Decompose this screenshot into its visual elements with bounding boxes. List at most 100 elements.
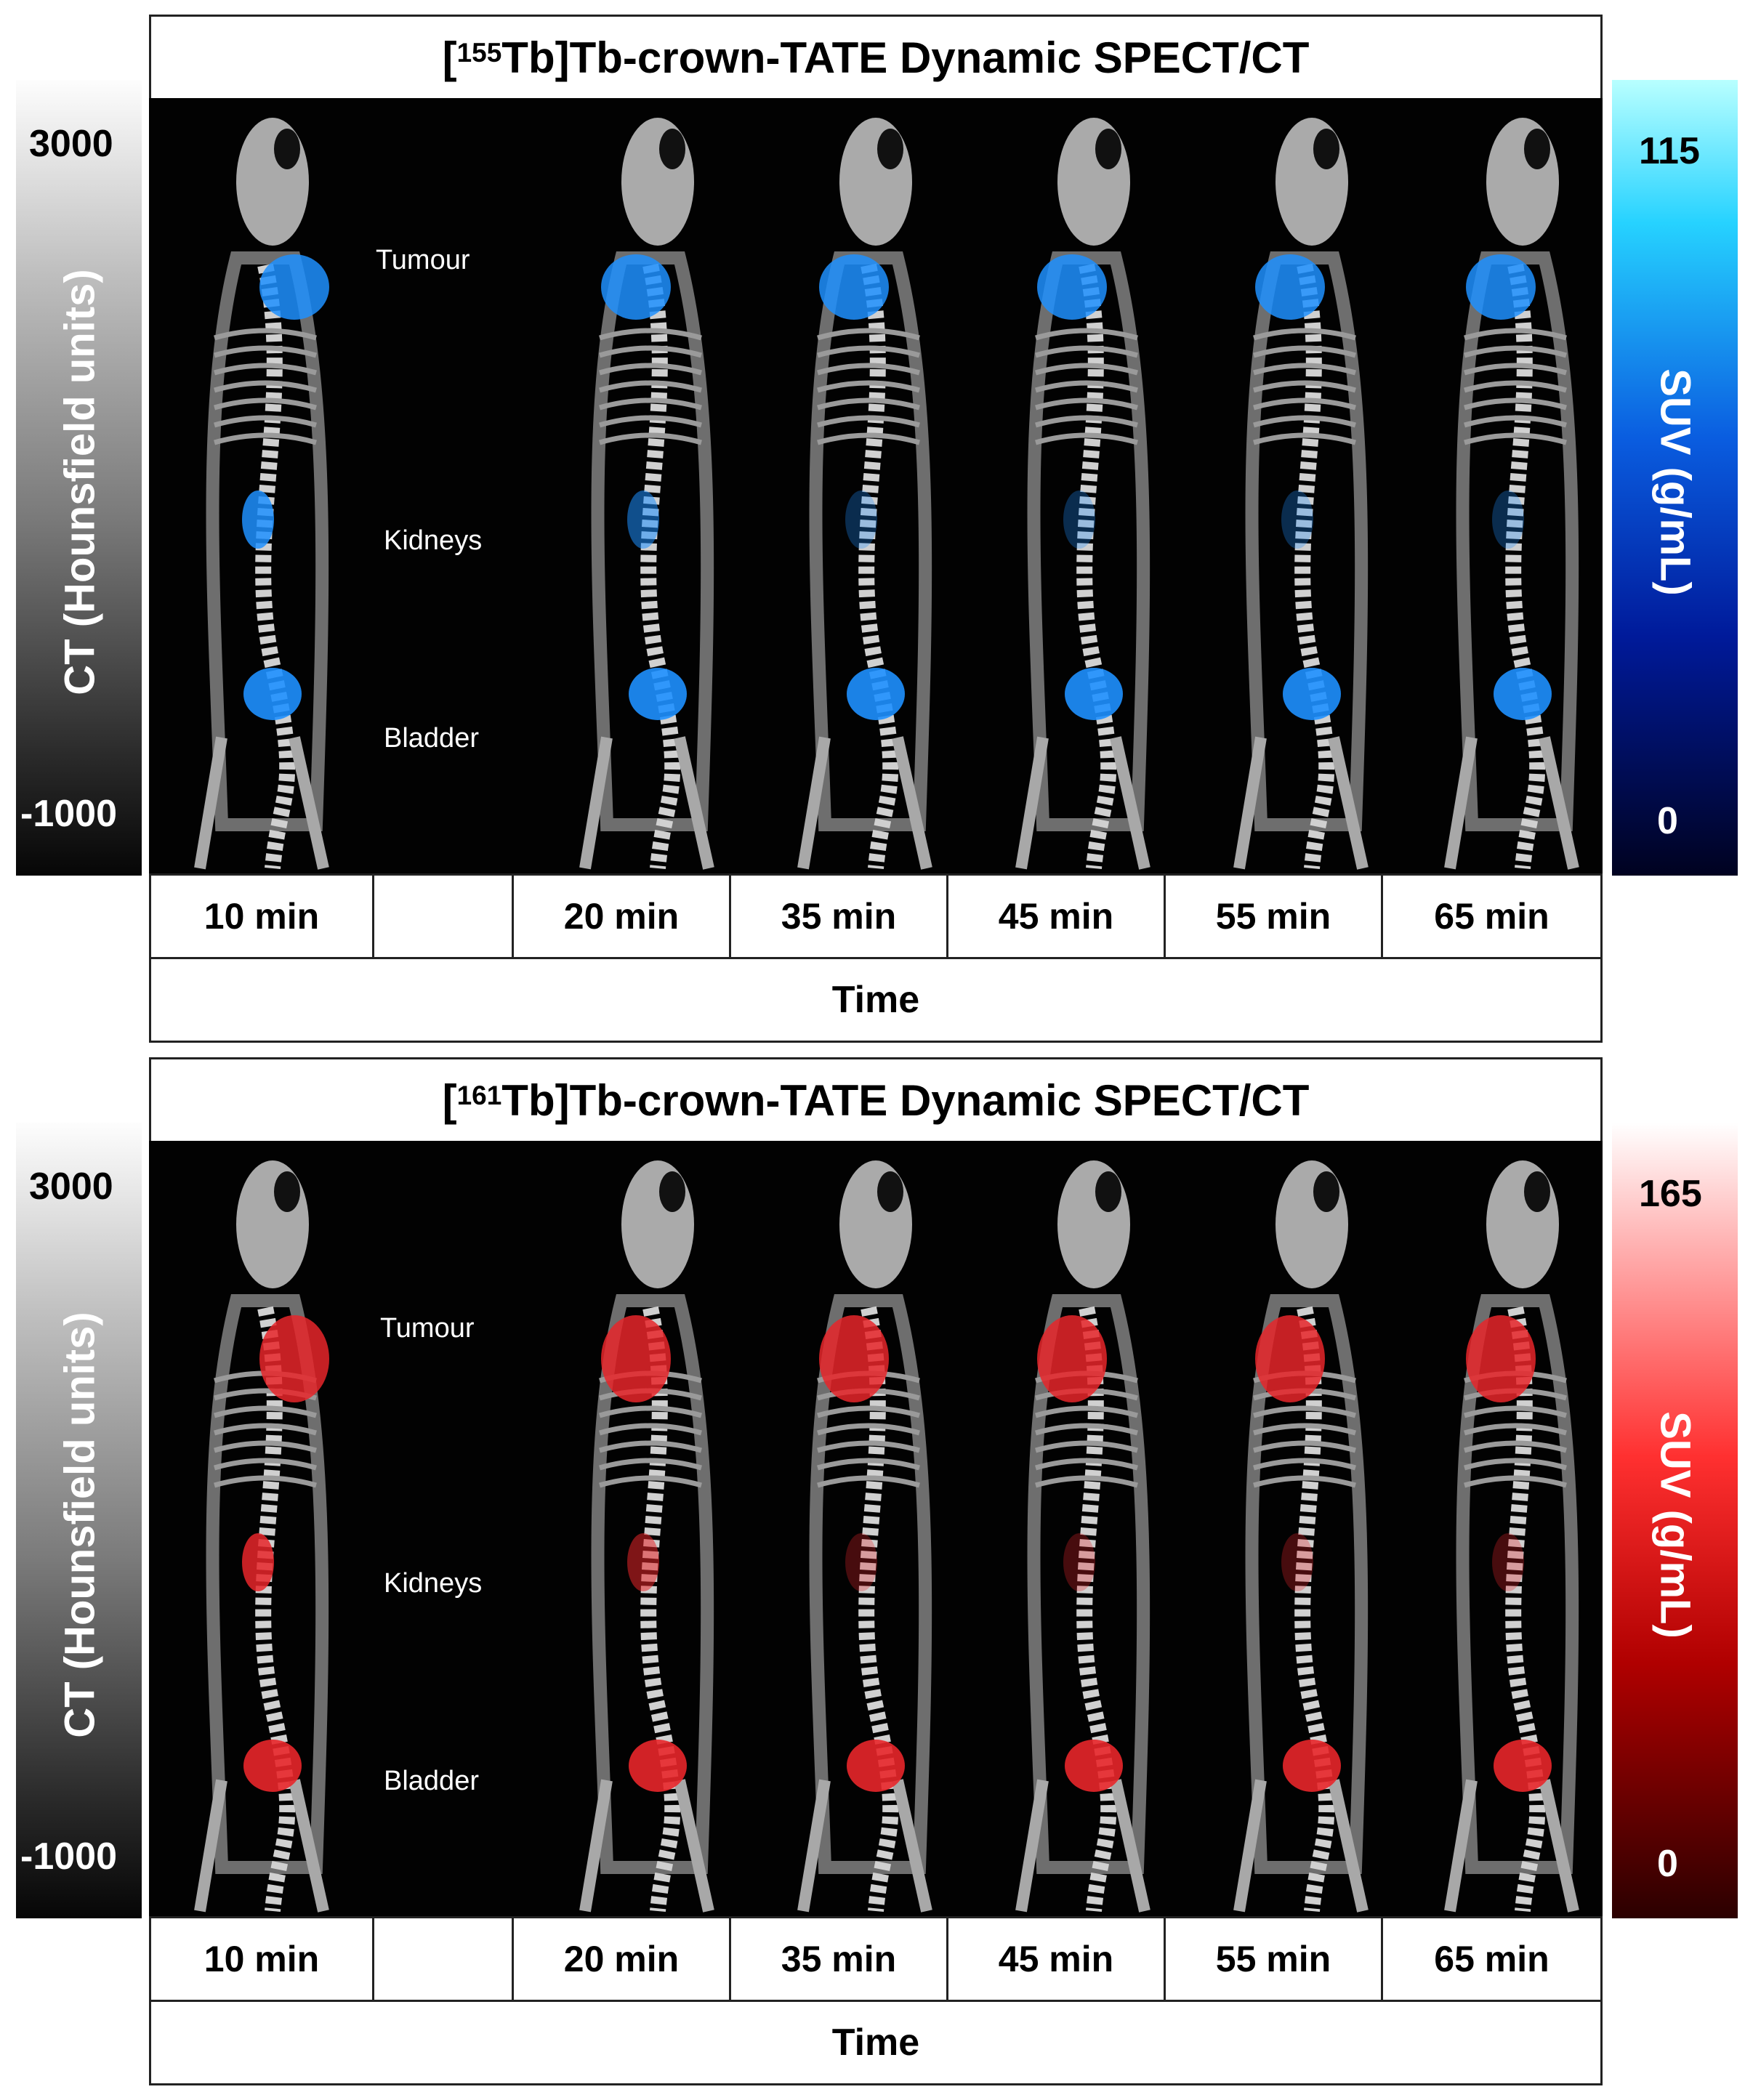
rib [1253, 415, 1356, 428]
rib [1035, 1423, 1138, 1436]
rib [1035, 345, 1138, 358]
mouse-scan [579, 118, 714, 870]
tumour-uptake [1037, 1315, 1107, 1402]
time-row: 10 min 20 min 35 min 45 min 55 min 65 mi… [149, 1916, 1603, 2002]
rib [1464, 1458, 1567, 1471]
tumour-uptake [259, 1315, 329, 1402]
tumour-uptake [1255, 254, 1325, 320]
bladder-uptake [1065, 668, 1123, 720]
isotope-mass: 155 [456, 38, 502, 68]
legs [579, 1779, 714, 1913]
suv-colorbar [1612, 1123, 1738, 1918]
spine [640, 1306, 681, 1912]
legs [1444, 1779, 1579, 1913]
title-prefix: [ [442, 33, 457, 82]
rib [214, 363, 317, 376]
tumour-uptake [601, 1315, 671, 1402]
rib [599, 1458, 702, 1471]
kidney-uptake [1492, 490, 1524, 549]
kidney-uptake [1492, 1533, 1524, 1591]
kidney-uptake [1281, 1533, 1313, 1591]
spect-ct-image-strip: Tumour Kidneys Bladder [149, 98, 1603, 876]
rib [817, 432, 920, 445]
rib [1253, 363, 1356, 376]
suv-min-label: 0 [1657, 800, 1678, 842]
rib [817, 415, 920, 428]
rib [1464, 1440, 1567, 1453]
tumour-uptake [1255, 1315, 1325, 1402]
panel-title: [155 Tb]Tb-crown-TATE Dynamic SPECT/CT [149, 15, 1603, 100]
rib [1253, 1440, 1356, 1453]
bladder-uptake [629, 668, 687, 720]
eye-socket [1524, 1171, 1550, 1212]
ct-min-label: -1000 [20, 1836, 117, 1878]
eye-socket [1524, 129, 1550, 169]
rib [599, 363, 702, 376]
rib [599, 345, 702, 358]
skull [1057, 118, 1130, 246]
rib [817, 1405, 920, 1418]
ct-colorbar [16, 80, 142, 876]
rib [1035, 415, 1138, 428]
time-cell: 10 min [149, 1916, 374, 2002]
mouse-scan [797, 1160, 932, 1913]
time-axis-label: Time [149, 957, 1603, 1043]
rib [214, 345, 317, 358]
rib [1464, 363, 1567, 376]
spine [1076, 1306, 1117, 1912]
spine [255, 263, 296, 869]
suv-axis-label: SUV (g/mL) [1651, 368, 1699, 596]
rib [1253, 345, 1356, 358]
spine [1505, 263, 1546, 869]
skull [236, 1160, 309, 1288]
mouse-scan [194, 118, 329, 870]
rib [1464, 1475, 1567, 1488]
rib [1464, 1423, 1567, 1436]
bladder-uptake [847, 668, 905, 720]
rib [1035, 1458, 1138, 1471]
rib [1253, 328, 1356, 341]
ct-axis-label: CT (Hounsfield units) [56, 269, 104, 695]
rib [1464, 415, 1567, 428]
rib [599, 328, 702, 341]
legs [797, 1779, 932, 1913]
time-cell: 10 min [149, 873, 374, 959]
rib [1253, 1405, 1356, 1418]
rib [1464, 380, 1567, 393]
rib [214, 1458, 317, 1471]
time-cell: 35 min [729, 1916, 948, 2002]
spine [640, 263, 681, 869]
rib [214, 380, 317, 393]
rib [1035, 1475, 1138, 1488]
legs [1444, 736, 1579, 870]
suv-colorbar [1612, 80, 1738, 876]
annotation-bladder: Bladder [384, 1766, 479, 1796]
tumour-uptake [819, 254, 889, 320]
bladder-uptake [1283, 1740, 1341, 1792]
rib [599, 397, 702, 411]
rib [1035, 432, 1138, 445]
skull [1486, 1160, 1559, 1288]
rib [214, 1405, 317, 1418]
rib [1035, 1405, 1138, 1418]
rib [1253, 397, 1356, 411]
kidney-uptake [1063, 1533, 1095, 1591]
mouse-scans [194, 118, 1579, 870]
spect-ct-image-strip: Tumour Kidneys Bladder [149, 1141, 1603, 1918]
bladder-uptake [1494, 1740, 1552, 1792]
time-cell: 65 min [1381, 873, 1603, 959]
tumour-uptake [1466, 1315, 1536, 1402]
rib [1253, 1475, 1356, 1488]
legs [1233, 736, 1369, 870]
rib [817, 345, 920, 358]
rib [599, 1405, 702, 1418]
time-cell: 45 min [946, 1916, 1166, 2002]
rib [214, 432, 317, 445]
spine [1505, 1306, 1546, 1912]
annotation-tumour: Tumour [380, 1313, 475, 1344]
rib [1464, 397, 1567, 411]
kidney-uptake [242, 1533, 274, 1591]
spine [858, 263, 899, 869]
rib [214, 1440, 317, 1453]
mouse-scan [1444, 1160, 1579, 1913]
